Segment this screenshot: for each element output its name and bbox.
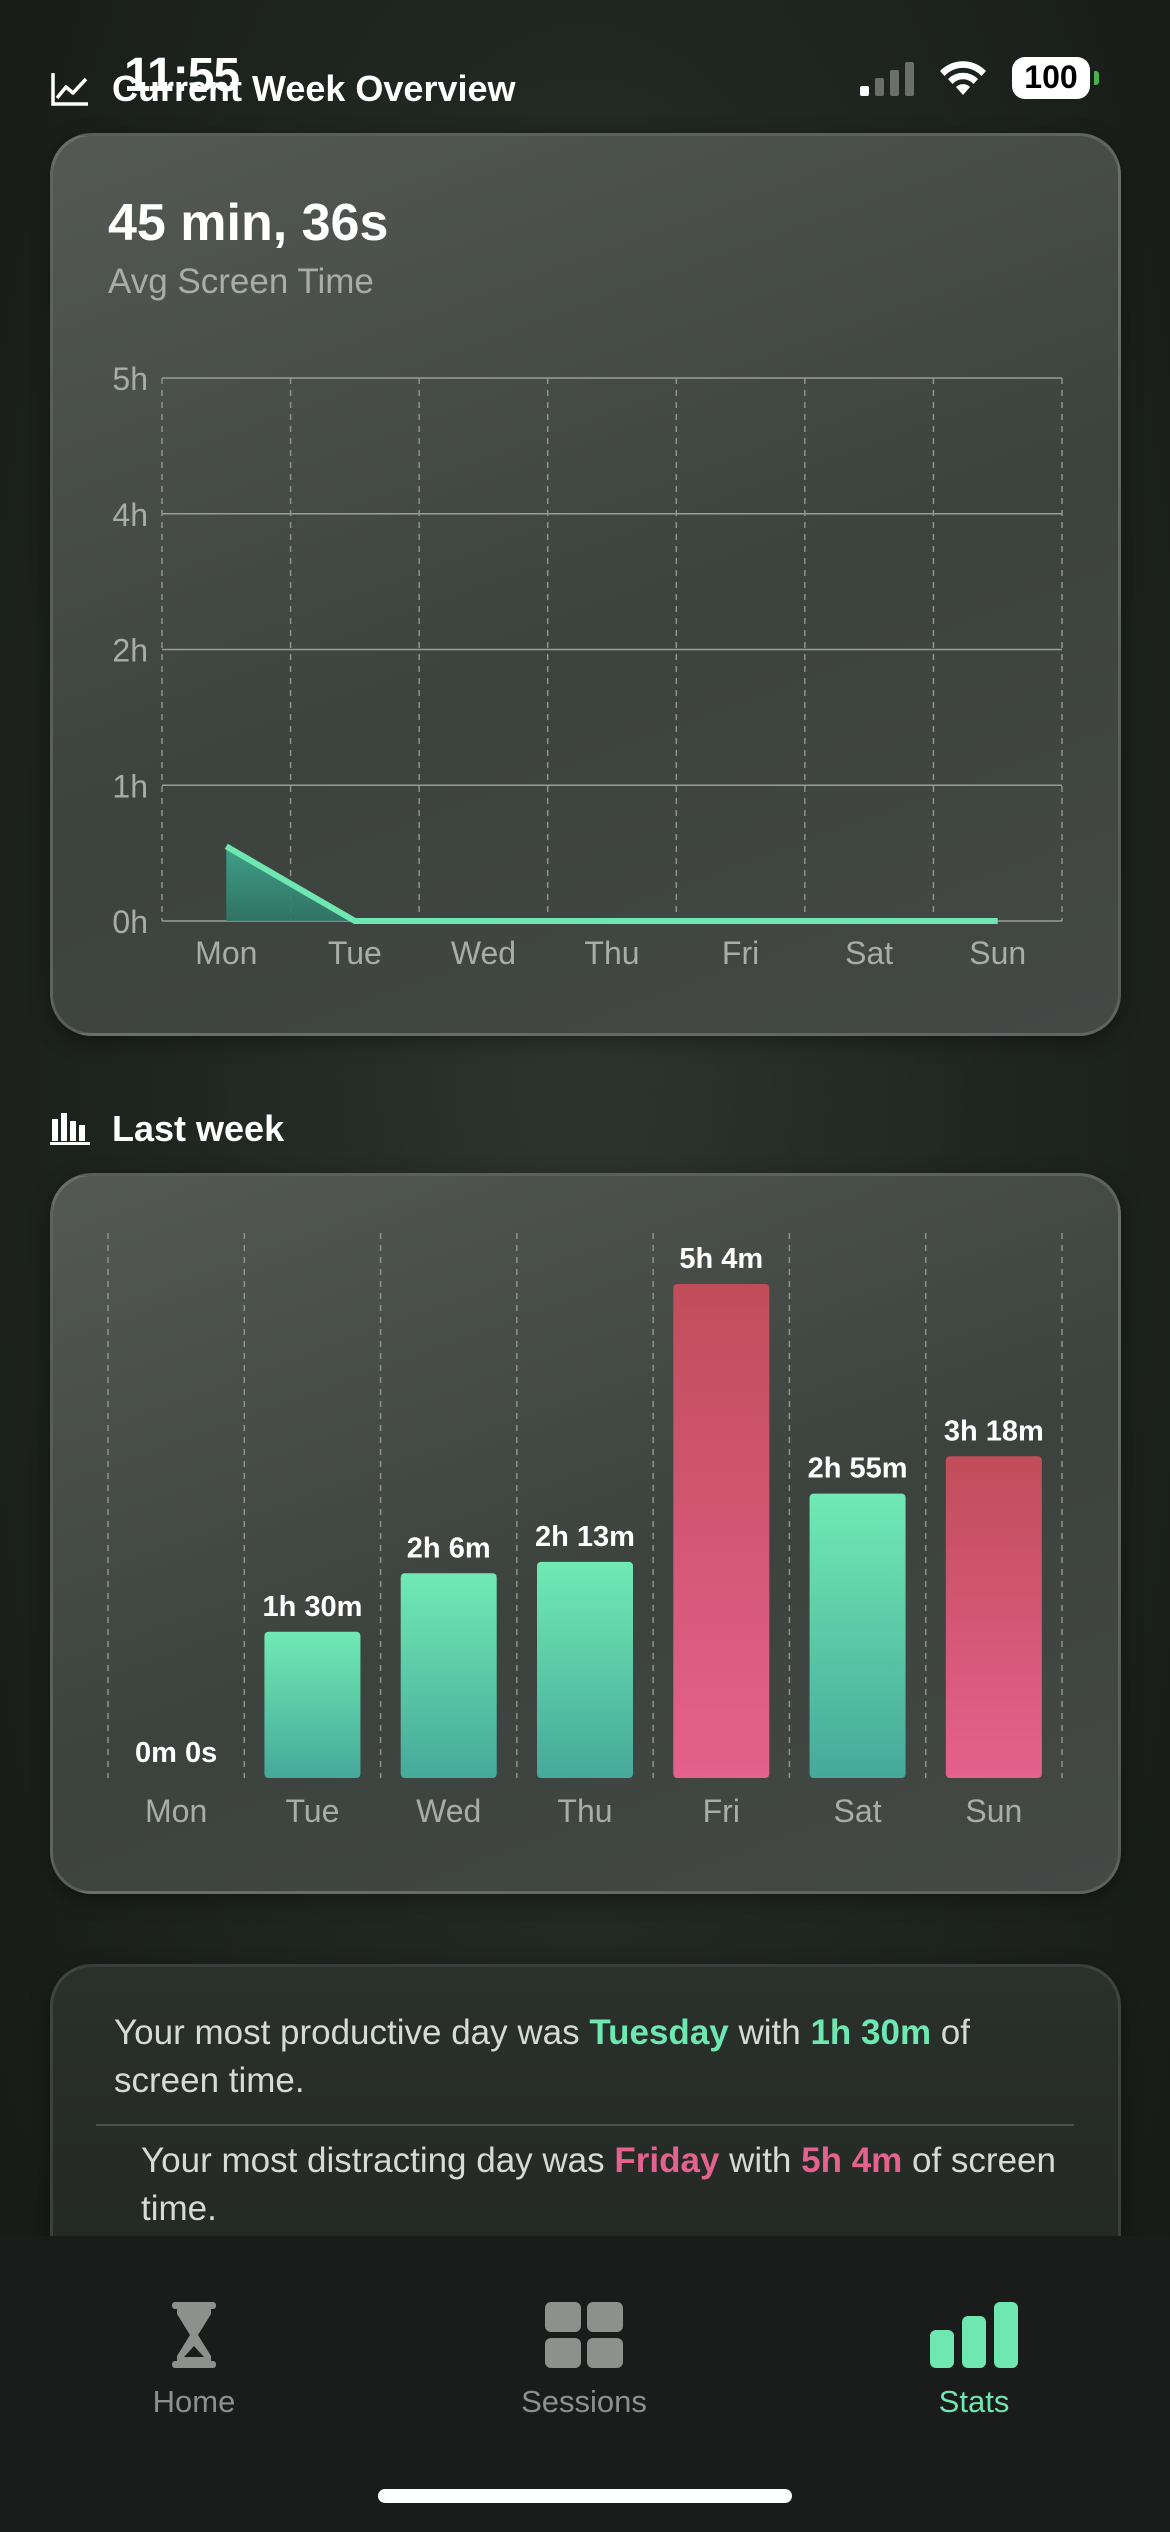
area-fill bbox=[226, 846, 998, 921]
bar-x-tick-label: Tue bbox=[285, 1793, 339, 1829]
area-x-tick-label: Wed bbox=[451, 935, 516, 971]
bar bbox=[537, 1561, 633, 1778]
bar bbox=[945, 1456, 1042, 1778]
current-week-header: Current Week Overview bbox=[50, 68, 516, 110]
distracting-amount: 5h 4m bbox=[801, 2141, 903, 2180]
area-x-tick-label: Sat bbox=[845, 935, 893, 971]
tab-home-label: Home bbox=[152, 2384, 236, 2419]
distracting-insight: Your most distracting day was Friday wit… bbox=[141, 2141, 1056, 2228]
bar-x-tick-label: Wed bbox=[416, 1793, 481, 1829]
productive-amount: 1h 30m bbox=[810, 2013, 932, 2052]
bar-value-label: 3h 18m bbox=[944, 1415, 1044, 1447]
insights-divider bbox=[96, 2124, 1074, 2126]
last-week-title: Last week bbox=[112, 1108, 285, 1149]
area-y-tick-label: 0h bbox=[112, 904, 148, 940]
bar-value-label: 2h 13m bbox=[535, 1521, 635, 1553]
tab-sessions-label: Sessions bbox=[521, 2384, 647, 2419]
bar-value-label: 2h 6m bbox=[407, 1532, 491, 1564]
bar-chart-icon bbox=[930, 2302, 1018, 2368]
bar-x-tick-label: Mon bbox=[145, 1793, 207, 1829]
hourglass-icon bbox=[172, 2302, 216, 2368]
cellular-signal-icon bbox=[860, 60, 914, 96]
last-week-header: Last week bbox=[50, 1108, 284, 1150]
bar bbox=[264, 1631, 361, 1778]
current-week-area-chart: 0h 1h 2h 4h 5h Mon Tue Wed Thu Fri Sat Sun bbox=[112, 361, 1063, 971]
area-x-tick-label: Sun bbox=[969, 935, 1026, 971]
productive-insight: Your most productive day was Tuesday wit… bbox=[114, 2013, 970, 2100]
line-chart-icon bbox=[51, 73, 88, 106]
area-x-tick-label: Mon bbox=[195, 935, 257, 971]
bar-x-tick-label: Fri bbox=[703, 1793, 740, 1829]
bar-x-tick-label: Thu bbox=[557, 1793, 612, 1829]
tab-bar bbox=[0, 2236, 1170, 2532]
area-y-tick-label: 5h bbox=[112, 361, 148, 397]
bar-x-tick-label: Sat bbox=[834, 1793, 882, 1829]
bar-x-tick-label: Sun bbox=[965, 1793, 1022, 1829]
bar-chart-icon bbox=[50, 1113, 90, 1145]
wifi-icon bbox=[940, 60, 986, 95]
tab-stats[interactable]: Stats bbox=[864, 2302, 1084, 2420]
avg-screen-time-label: Avg Screen Time bbox=[108, 262, 374, 301]
bar bbox=[400, 1573, 497, 1778]
bar-value-label: 5h 4m bbox=[679, 1243, 763, 1275]
tab-stats-label: Stats bbox=[938, 2384, 1010, 2419]
tab-sessions[interactable]: Sessions bbox=[474, 2302, 694, 2420]
home-indicator bbox=[378, 2489, 792, 2503]
current-week-title: Current Week Overview bbox=[112, 68, 516, 109]
last-week-bar-chart: 0m 0s Mon 1h 30m Tue 2h 6m Wed 2h 13m Thu 5h 4m F… bbox=[107, 1233, 1063, 1829]
bar-value-label: 1h 30m bbox=[262, 1591, 362, 1623]
bar-value-label: 2h 55m bbox=[808, 1453, 908, 1485]
avg-screen-time-value: 45 min, 36s bbox=[108, 194, 389, 252]
area-y-tick-label: 4h bbox=[112, 497, 148, 533]
productive-day: Tuesday bbox=[589, 2013, 729, 2052]
bar-value-label: 0m 0s bbox=[135, 1737, 217, 1769]
area-y-tick-label: 2h bbox=[112, 633, 148, 669]
battery-icon: 100 bbox=[1012, 56, 1099, 99]
status-time: 11:55 bbox=[124, 49, 240, 102]
area-x-tick-label: Thu bbox=[584, 935, 639, 971]
area-x-tick-label: Tue bbox=[328, 935, 382, 971]
area-y-tick-label: 1h bbox=[112, 768, 148, 804]
status-icons: 100 bbox=[860, 55, 1099, 100]
bar bbox=[809, 1493, 906, 1778]
tab-home[interactable]: Home bbox=[84, 2302, 304, 2420]
area-x-tick-label: Fri bbox=[722, 935, 759, 971]
bar bbox=[673, 1284, 770, 1778]
distracting-day: Friday bbox=[614, 2141, 720, 2180]
grid-icon bbox=[545, 2302, 623, 2368]
